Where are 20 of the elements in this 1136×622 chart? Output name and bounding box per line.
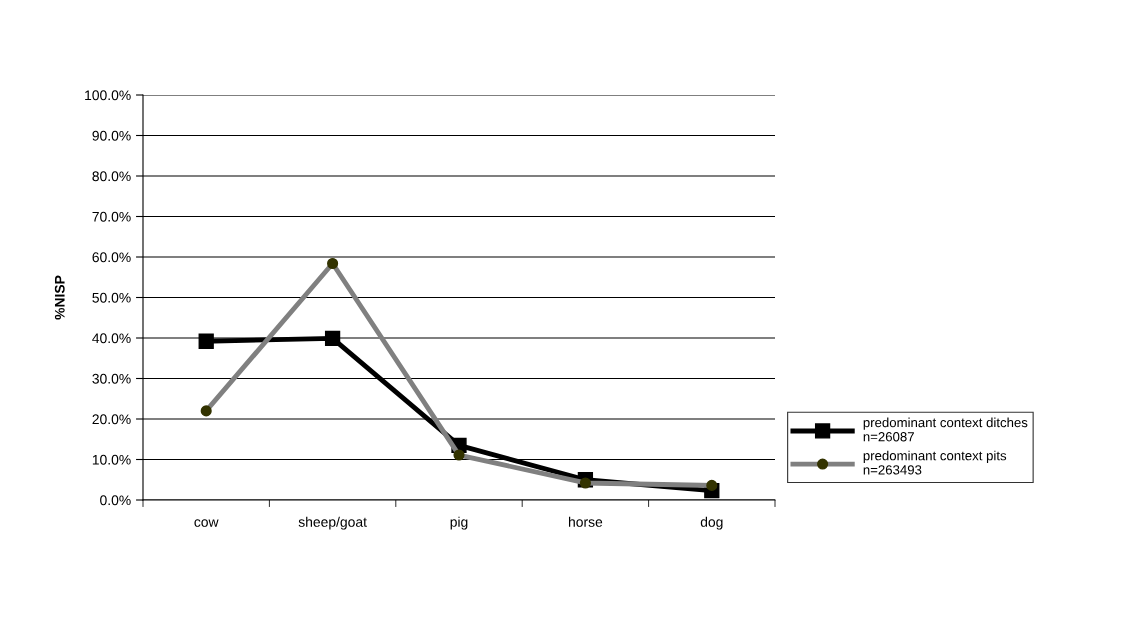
- y-tick-label: 40.0%: [92, 333, 131, 344]
- y-tick-label: 70.0%: [92, 211, 131, 222]
- x-tick-label: pig: [450, 516, 468, 530]
- y-tick-label: 10.0%: [92, 454, 131, 465]
- x-tick-label: horse: [568, 516, 603, 527]
- y-tick-label: 80.0%: [92, 171, 131, 182]
- x-tick-label: sheep/goat: [298, 516, 367, 530]
- x-tick-label: dog: [700, 516, 723, 530]
- y-tick-label: 90.0%: [92, 130, 131, 141]
- x-tick-label: cow: [194, 519, 219, 527]
- y-tick-label: 20.0%: [92, 414, 131, 425]
- y-tick-label: 60.0%: [92, 252, 131, 263]
- y-tick-label: 30.0%: [92, 373, 131, 384]
- y-tick-label: 100.0%: [85, 90, 131, 101]
- point: [198, 333, 214, 349]
- point: [324, 330, 341, 347]
- y-tick-label: 0.0%: [100, 495, 131, 506]
- y-axis-title: %NISP: [54, 275, 65, 320]
- legend-label: predominant context pits n=263493: [863, 450, 1007, 475]
- y-tick-label: 50.0%: [92, 292, 131, 303]
